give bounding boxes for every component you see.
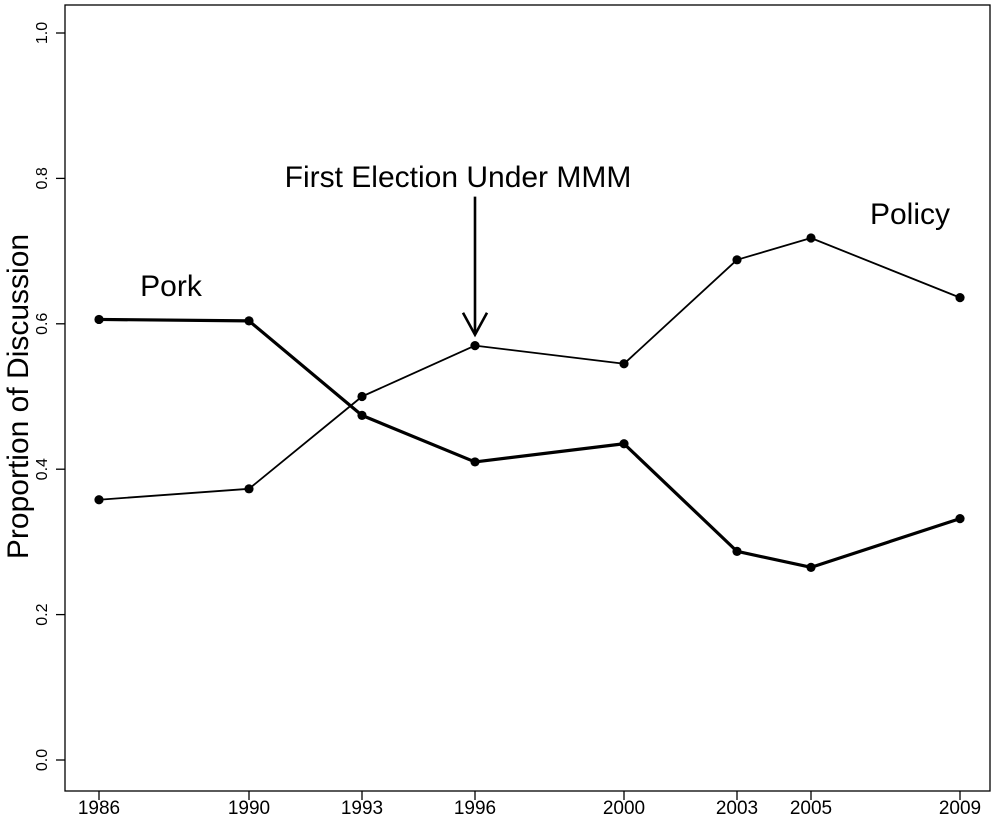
data-point-policy xyxy=(357,391,367,402)
data-point-pork xyxy=(244,316,254,326)
y-axis-title: Proportion of Discussion xyxy=(2,234,35,559)
plot-frame xyxy=(64,4,991,792)
data-point-pork xyxy=(94,314,104,325)
y-tick-label: 0.6 xyxy=(34,313,51,335)
y-tick-label: 0.2 xyxy=(34,603,51,625)
data-point-policy xyxy=(732,255,742,265)
x-tick-label: 1986 xyxy=(78,798,120,819)
series-label-policy: Policy xyxy=(870,198,950,231)
data-point-policy xyxy=(470,341,480,351)
series-label-pork: Pork xyxy=(140,270,203,303)
y-axis: 0.0 0.2 0.4 0.6 0.8 1.0 xyxy=(34,22,65,771)
x-tick-label: 1993 xyxy=(341,798,383,819)
x-tick-label: 2000 xyxy=(603,798,645,819)
data-point-pork xyxy=(955,514,965,524)
x-tick-label: 2003 xyxy=(716,798,758,819)
data-point-pork xyxy=(619,439,629,449)
annotation-layer: First Election Under MMM xyxy=(285,161,632,338)
x-tick-label: 2005 xyxy=(790,798,832,819)
x-axis: 1986 1990 1993 1996 2000 2003 2005 2009 xyxy=(78,791,981,819)
y-tick-label: 1.0 xyxy=(34,22,51,44)
series-line-pork xyxy=(98,317,961,569)
annotation-first-election: First Election Under MMM xyxy=(285,161,632,194)
data-point-pork xyxy=(357,410,367,421)
x-tick-label: 2009 xyxy=(939,798,981,819)
data-point-policy xyxy=(955,293,965,303)
data-point-policy xyxy=(94,495,104,505)
series-line-policy xyxy=(98,237,961,501)
x-tick-label: 1996 xyxy=(454,798,496,819)
annotation-arrowhead xyxy=(461,312,489,338)
x-tick-label: 1990 xyxy=(228,798,270,819)
y-tick-label: 0.4 xyxy=(34,458,51,480)
data-point-policy xyxy=(244,484,254,494)
data-point-policy xyxy=(806,233,816,243)
data-point-pork xyxy=(732,546,742,556)
series-layer: Pork Policy xyxy=(94,198,965,572)
data-point-pork xyxy=(806,562,816,572)
y-tick-label: 0.0 xyxy=(34,749,51,771)
y-tick-label: 0.8 xyxy=(34,167,51,189)
data-point-policy xyxy=(619,359,629,369)
data-point-pork xyxy=(470,457,480,467)
